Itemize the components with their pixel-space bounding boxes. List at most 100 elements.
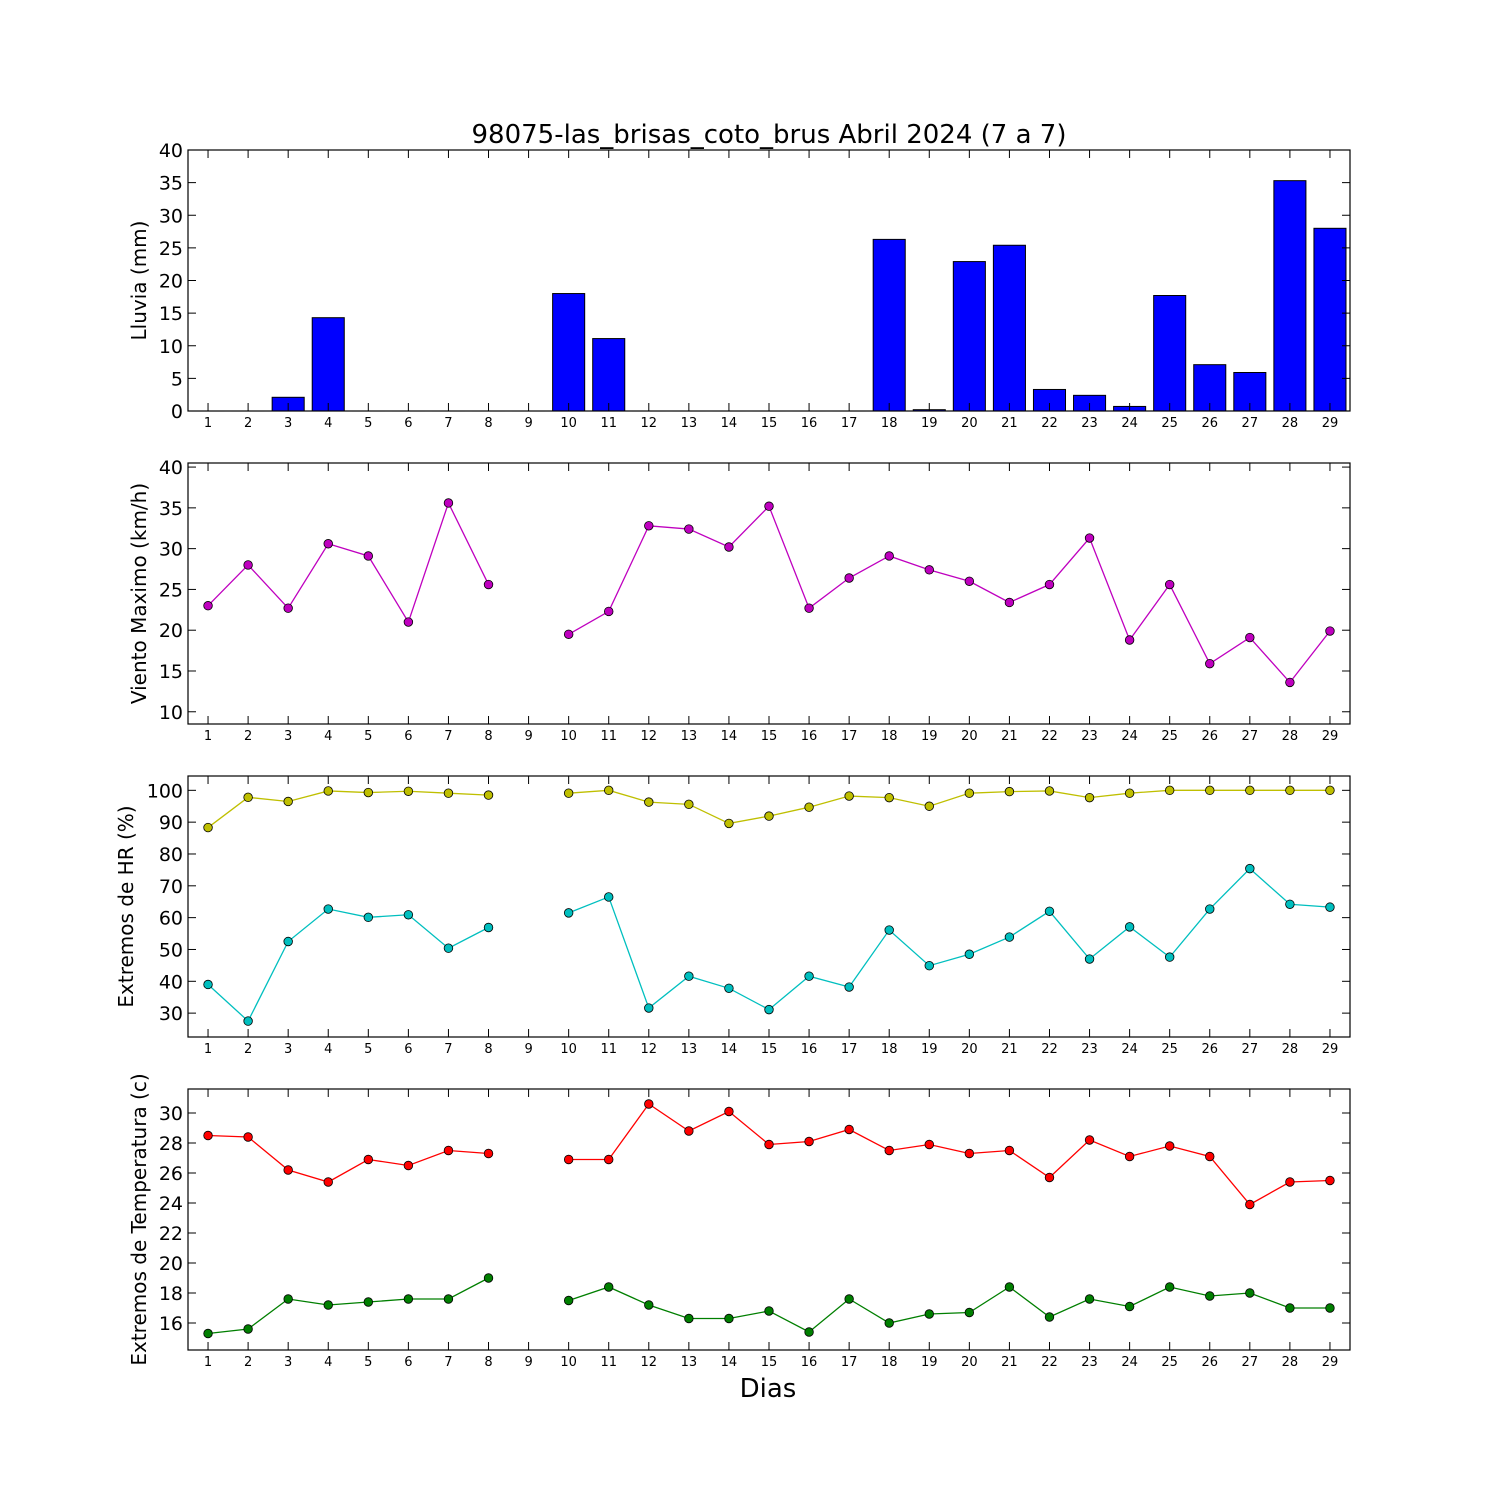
temperature-series-1-point-29	[1325, 1303, 1335, 1313]
humidity-series-1-point-15	[764, 1004, 774, 1015]
wind-ytick-label-30: 30	[159, 539, 183, 561]
temperature-series-1-point-23	[1084, 1294, 1095, 1304]
temperature-series-0-point-5	[363, 1154, 374, 1165]
wind-xtick-label-15: 15	[761, 729, 778, 744]
rain-ytick-label-15: 15	[159, 303, 183, 325]
temperature-series-0-line-0	[208, 1134, 489, 1183]
humidity-ytick-label-70: 70	[159, 876, 183, 898]
wind-series-0-point-7	[443, 498, 454, 508]
temperature-series-0-point-7	[443, 1145, 454, 1156]
humidity-series-1-point-1	[203, 979, 213, 990]
temperature-ytick-label-22: 22	[159, 1223, 183, 1245]
humidity-series-0-point-10	[563, 788, 574, 798]
humidity-series-1-point-26	[1205, 904, 1215, 914]
rain-xtick-label-22: 22	[1041, 416, 1058, 431]
temperature-series-0-point-21	[1004, 1145, 1015, 1156]
wind-ylabel: Viento Maximo (km/h)	[127, 483, 151, 704]
wind-series-0-point-26	[1205, 658, 1215, 669]
wind-xtick-label-29: 29	[1322, 729, 1339, 744]
humidity-ytick-label-50: 50	[159, 939, 183, 961]
temperature-xtick-label-28: 28	[1282, 1355, 1299, 1370]
rain-xtick-label-10: 10	[560, 416, 577, 431]
chart-title: 98075-las_brisas_coto_brus Abril 2024 (7…	[472, 120, 1067, 150]
humidity-xtick-label-11: 11	[600, 1042, 617, 1057]
humidity-ytick-label-60: 60	[159, 908, 183, 930]
humidity-xtick-label-21: 21	[1001, 1042, 1018, 1057]
temperature-xtick-label-17: 17	[841, 1355, 858, 1370]
humidity-series-0-point-5	[363, 787, 374, 798]
temperature-ytick-label-24: 24	[159, 1193, 183, 1215]
temperature-xtick-label-12: 12	[641, 1355, 658, 1370]
wind-series-0-point-1	[203, 601, 213, 611]
rain-xtick-label-21: 21	[1001, 416, 1018, 431]
temperature-series-1-line-0	[207, 1277, 489, 1335]
wind-series-0-point-21	[1004, 597, 1015, 608]
temperature-xtick-label-23: 23	[1081, 1355, 1098, 1370]
humidity-xtick-label-3: 3	[284, 1042, 292, 1057]
rain-xtick-label-3: 3	[284, 416, 292, 431]
humidity-xtick-label-23: 23	[1081, 1042, 1098, 1057]
temperature-series-1-point-4	[323, 1300, 333, 1310]
humidity-series-0-point-28	[1285, 785, 1295, 796]
wind-xtick-label-3: 3	[284, 729, 292, 744]
humidity-xtick-label-25: 25	[1161, 1042, 1178, 1057]
humidity-series-1-point-10	[563, 908, 574, 918]
temperature-series-1-point-21	[1004, 1282, 1015, 1292]
humidity-series-1-point-20	[964, 949, 975, 959]
temperature-series-0-point-15	[764, 1139, 774, 1150]
humidity-series-0-point-20	[964, 788, 975, 798]
humidity-xtick-label-4: 4	[324, 1042, 332, 1057]
humidity-series-0-point-17	[844, 791, 854, 801]
humidity-series-0-point-22	[1044, 786, 1055, 796]
rain-ytick-label-10: 10	[159, 336, 183, 358]
rain-xtick-label-16: 16	[801, 416, 818, 431]
rain-xtick-label-29: 29	[1322, 416, 1339, 431]
temperature-series-1-point-27	[1245, 1288, 1255, 1298]
humidity-xtick-label-12: 12	[641, 1042, 658, 1057]
temperature-ytick-label-26: 26	[159, 1163, 183, 1185]
humidity-series-0-point-13	[684, 799, 694, 810]
wind-ytick-label-10: 10	[159, 702, 183, 724]
temperature-ytick-label-30: 30	[159, 1103, 183, 1125]
wind-series-0-point-12	[644, 521, 654, 531]
temperature-series-1-point-7	[443, 1294, 454, 1304]
humidity-xtick-label-28: 28	[1282, 1042, 1299, 1057]
wind-xtick-label-23: 23	[1081, 729, 1098, 744]
humidity-series-1-point-27	[1245, 863, 1255, 874]
temperature-xtick-label-8: 8	[484, 1355, 492, 1370]
rain-xtick-label-11: 11	[600, 416, 617, 431]
temperature-series-1-point-13	[684, 1313, 694, 1324]
temperature-series-0-point-19	[924, 1139, 934, 1150]
temperature-series-0-line-1	[568, 1103, 1330, 1206]
humidity-series-1-point-8	[483, 922, 494, 933]
humidity-series-0-point-6	[403, 786, 414, 796]
rain-xtick-label-24: 24	[1121, 416, 1138, 431]
rain-xtick-label-14: 14	[721, 416, 738, 431]
wind-series-0-point-20	[964, 576, 975, 586]
temperature-xtick-label-4: 4	[324, 1355, 332, 1370]
humidity-series-1-point-25	[1164, 952, 1175, 962]
rain-ytick-label-20: 20	[159, 271, 183, 293]
temperature-series-0-point-6	[403, 1160, 414, 1171]
temperature-xtick-label-2: 2	[244, 1355, 252, 1370]
temperature-ytick-label-20: 20	[159, 1253, 183, 1275]
temperature-xtick-label-7: 7	[444, 1355, 452, 1370]
wind-ytick-label-25: 25	[159, 579, 183, 601]
rain-xtick-label-27: 27	[1242, 416, 1259, 431]
wind-series-0-point-11	[604, 606, 614, 617]
humidity-series-1-point-3	[283, 936, 293, 947]
rain-xtick-label-20: 20	[961, 416, 978, 431]
temperature-series-1-point-20	[964, 1307, 975, 1318]
humidity-series-1-point-11	[604, 892, 614, 902]
humidity-xtick-label-6: 6	[404, 1042, 412, 1057]
wind-series-0-point-18	[884, 551, 894, 561]
wind-series-0-line-0	[207, 501, 490, 624]
rain-xtick-label-8: 8	[484, 416, 492, 431]
wind-xtick-label-1: 1	[204, 729, 212, 744]
wind-series-0-point-23	[1084, 533, 1095, 543]
temperature-series-1-point-11	[604, 1282, 614, 1292]
humidity-series-1-point-23	[1084, 954, 1095, 964]
wind-xtick-label-5: 5	[364, 729, 372, 744]
